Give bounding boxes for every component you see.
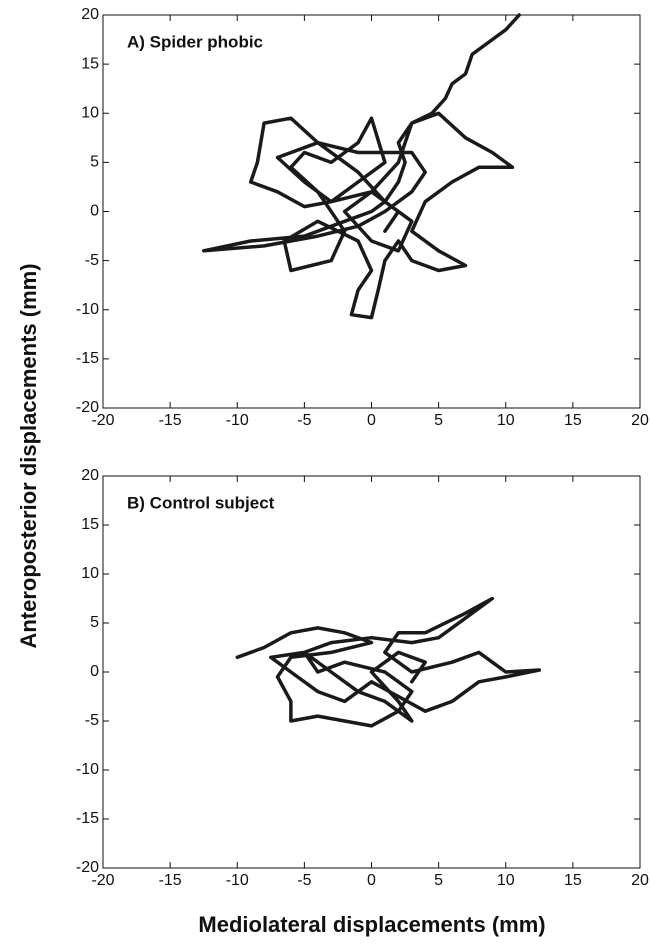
x-tick-label: -20 [91, 412, 114, 429]
x-axis-label: Mediolateral displacements (mm) [198, 912, 545, 937]
y-tick-label: -5 [85, 712, 99, 729]
y-tick-label: -20 [76, 859, 99, 876]
x-tick-label: 0 [367, 872, 376, 889]
x-tick-label: 15 [564, 872, 582, 889]
x-tick-label: -5 [297, 872, 311, 889]
x-tick-label: 5 [434, 872, 443, 889]
y-tick-label: 10 [81, 565, 99, 582]
x-tick-label: 15 [564, 412, 582, 429]
x-tick-label: -5 [297, 412, 311, 429]
x-tick-label: -10 [226, 872, 249, 889]
y-tick-label: 5 [90, 614, 99, 631]
y-tick-label: 15 [81, 516, 99, 533]
y-tick-label: -15 [76, 810, 99, 827]
panel-title: B) Control subject [127, 493, 275, 512]
y-tick-label: 0 [90, 203, 99, 220]
x-tick-label: -15 [159, 872, 182, 889]
x-tick-label: 10 [497, 872, 515, 889]
x-tick-label: -20 [91, 872, 114, 889]
y-tick-label: 0 [90, 663, 99, 680]
panel-title: A) Spider phobic [127, 32, 263, 51]
y-tick-label: -10 [76, 301, 99, 318]
x-tick-label: 20 [631, 412, 649, 429]
y-tick-label: 20 [81, 467, 99, 484]
y-tick-label: 15 [81, 55, 99, 72]
x-tick-label: 5 [434, 412, 443, 429]
y-tick-label: -15 [76, 350, 99, 367]
x-tick-label: -15 [159, 412, 182, 429]
x-tick-label: 20 [631, 872, 649, 889]
y-tick-label: -5 [85, 252, 99, 269]
x-tick-label: -10 [226, 412, 249, 429]
y-tick-label: 10 [81, 104, 99, 121]
y-tick-label: -20 [76, 399, 99, 416]
y-axis-label: Anteroposterior displacements (mm) [16, 263, 41, 648]
y-tick-label: -10 [76, 761, 99, 778]
trace [201, 13, 521, 320]
trace [235, 596, 542, 728]
y-tick-label: 20 [81, 6, 99, 23]
x-tick-label: 0 [367, 412, 376, 429]
y-tick-label: 5 [90, 154, 99, 171]
x-tick-label: 10 [497, 412, 515, 429]
